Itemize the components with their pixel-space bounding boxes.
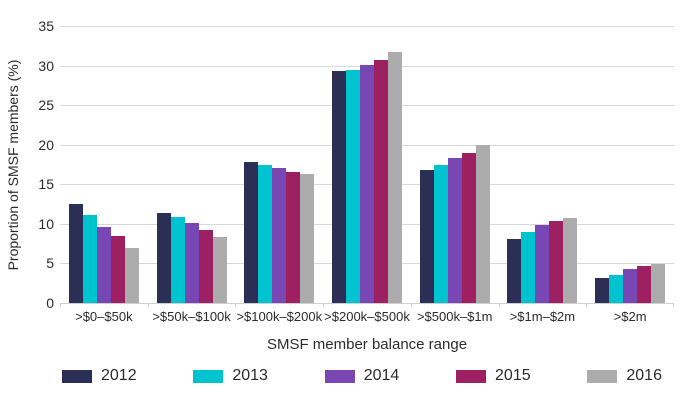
x-axis-label-6: >$2m (613, 309, 647, 324)
bar-2014-cat4 (447, 158, 462, 303)
bar-group-1 (148, 26, 236, 303)
bar-group-5 (499, 26, 587, 303)
legend-swatch-2012 (62, 369, 92, 383)
x-axis-label-2: >$100k–$200k (236, 309, 323, 324)
bar-2016-cat5 (563, 217, 578, 303)
bar-2013-cat2 (258, 165, 273, 303)
x-axis-tick-1 (147, 303, 149, 307)
bar-2013-cat6 (609, 274, 624, 303)
legend-swatch-2016 (587, 369, 618, 383)
bar-2012-cat1 (156, 212, 171, 303)
bar-2013-cat1 (170, 216, 185, 303)
gridline-35 (60, 26, 674, 27)
x-axis-tick-4 (410, 303, 412, 307)
x-axis-label-1: >$50k–$100k (152, 309, 231, 324)
y-tick-label-35: 35 (38, 18, 54, 34)
bar-2013-cat0 (82, 215, 97, 303)
y-tick-label-25: 25 (38, 97, 54, 114)
bar-group-2 (235, 26, 323, 303)
legend-label-2016: 2016 (626, 367, 662, 384)
y-tick-label-5: 5 (46, 255, 54, 272)
bar-2016-cat3 (387, 52, 402, 303)
legend-label-2012: 2012 (101, 367, 137, 384)
legend-swatch-2013 (193, 369, 224, 383)
bar-2015-cat4 (461, 152, 476, 303)
legend-label-2015: 2015 (495, 367, 531, 384)
x-axis-label-3: >$200k–$500k (324, 309, 410, 324)
bar-group-0 (60, 26, 148, 303)
bar-2016-cat0 (124, 247, 139, 303)
bar-group-6 (586, 26, 674, 303)
x-axis-title: SMSF member balance range (266, 336, 468, 353)
x-axis-tick-5 (498, 303, 500, 307)
bar-group-4 (411, 26, 499, 303)
bar-2016-cat6 (651, 264, 666, 303)
bar-2014-cat2 (272, 167, 287, 303)
gridline-0 (60, 303, 674, 304)
y-tick-label-30: 30 (38, 57, 54, 74)
plot-area: 0 5 10 15 20 25 30 35 (38, 18, 674, 311)
bar-2015-cat0 (110, 235, 125, 303)
x-axis-tick-3 (323, 303, 325, 307)
bar-2012-cat3 (331, 71, 346, 303)
bar-2012-cat0 (68, 204, 83, 303)
legend-label-2014: 2014 (363, 367, 400, 384)
x-axis-labels: >$0–$50k >$50k–$100k >$100k–$200k >$200k–$5… (60, 309, 674, 325)
legend-label-2013: 2013 (232, 367, 268, 384)
bar-group-3 (323, 26, 411, 303)
bar-2012-cat5 (507, 238, 522, 303)
bar-2013-cat4 (433, 164, 448, 303)
x-axis-label-4: >$500k–$1m (416, 309, 493, 324)
bar-2015-cat2 (286, 171, 301, 303)
bar-2014-cat3 (359, 64, 374, 303)
bar-2016-cat2 (300, 174, 315, 303)
legend-item-2013: 2013 (193, 367, 268, 385)
bar-2014-cat0 (96, 227, 111, 303)
legend-item-2012: 2012 (62, 367, 137, 385)
x-axis-label-0: >$0–$50k (75, 309, 133, 324)
legend-item-2015: 2015 (456, 367, 531, 385)
legend-item-2014: 2014 (324, 367, 400, 385)
x-axis-tick-6 (586, 303, 588, 307)
bar-2015-cat5 (549, 221, 564, 303)
x-axis-tick-0 (60, 303, 61, 307)
bar-2014-cat1 (184, 223, 199, 303)
y-tick-label-10: 10 (38, 215, 54, 232)
legend-item-2016: 2016 (587, 367, 662, 385)
legend-swatch-2014 (324, 369, 355, 383)
x-axis-label-5: >$1m–$2m (509, 309, 576, 324)
bar-2013-cat3 (345, 70, 360, 303)
bar-2013-cat5 (521, 231, 536, 303)
y-tick-label-0: 0 (46, 295, 54, 311)
x-axis-tick-2 (235, 303, 237, 307)
bar-2012-cat4 (419, 170, 434, 303)
bar-2012-cat6 (595, 277, 610, 303)
bar-2015-cat1 (198, 230, 213, 303)
y-tick-label-15: 15 (38, 176, 54, 193)
x-axis-tick-7 (673, 303, 674, 307)
bar-2015-cat6 (637, 265, 652, 303)
bar-2015-cat3 (373, 60, 388, 303)
bar-2014-cat5 (535, 224, 550, 303)
legend: 2012 2013 2014 2015 2016 (62, 367, 662, 385)
y-tick-label-20: 20 (38, 136, 54, 153)
legend-swatch-2015 (456, 369, 487, 383)
bar-2016-cat1 (212, 236, 227, 303)
bar-2012-cat2 (244, 162, 259, 303)
bar-2014-cat6 (623, 268, 638, 303)
bar-2016-cat4 (475, 144, 490, 303)
